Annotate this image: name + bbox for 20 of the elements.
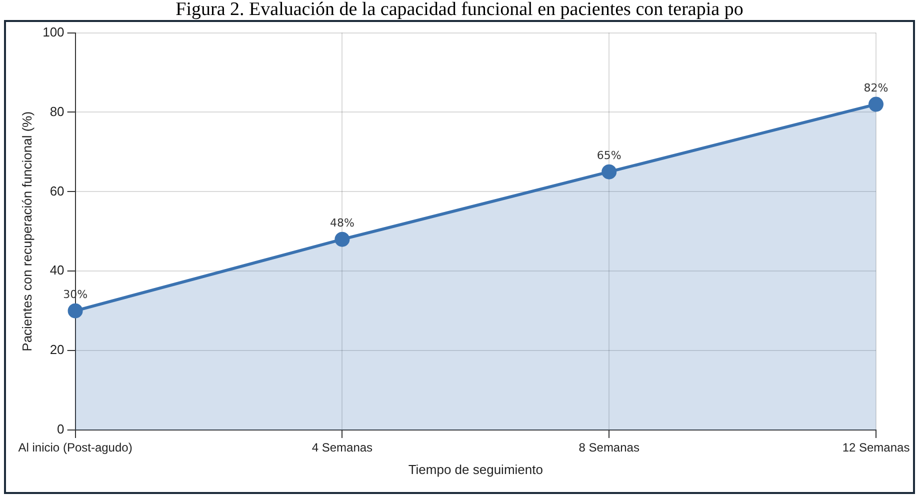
data-label: 48% bbox=[330, 216, 354, 230]
y-tick-label: 0 bbox=[57, 422, 64, 437]
x-axis-title: Tiempo de seguimiento bbox=[408, 462, 543, 477]
data-label: 82% bbox=[864, 82, 888, 95]
y-tick-label: 100 bbox=[42, 24, 64, 40]
point bbox=[68, 303, 83, 318]
y-tick-label: 60 bbox=[50, 183, 64, 198]
data-label: 65% bbox=[596, 149, 622, 162]
point bbox=[868, 96, 884, 112]
y-tick-label: 20 bbox=[50, 342, 64, 358]
x-tick-label: Al inicio (Post-agudo) bbox=[18, 440, 132, 455]
y-tick-label: 80 bbox=[50, 104, 64, 119]
x-tick-label: 4 Semanas bbox=[312, 440, 373, 455]
x-tick-label: 12 Semanas bbox=[842, 440, 910, 455]
x-tick-label: 8 Semanas bbox=[578, 440, 640, 455]
y-tick-label: 40 bbox=[50, 262, 64, 278]
point bbox=[602, 164, 617, 180]
point bbox=[334, 232, 350, 247]
chart-title: Figura 2. Evaluación de la capacidad funcional en pacientes con terapia po bbox=[174, 0, 744, 20]
y-axis-title: Pacientes con recuperación funcional (%) bbox=[19, 111, 34, 352]
